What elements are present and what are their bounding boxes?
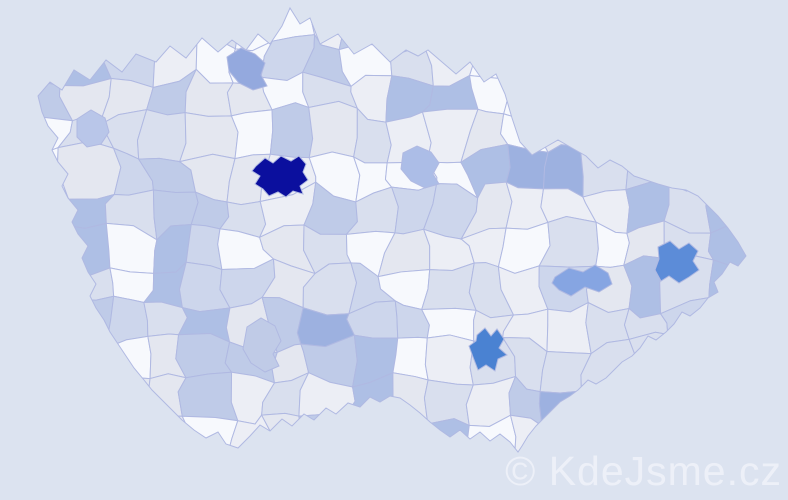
map-region[interactable]	[697, 296, 754, 355]
map-region[interactable]	[706, 144, 746, 195]
map-region[interactable]	[664, 146, 712, 192]
map-region[interactable]	[664, 110, 712, 159]
map-region[interactable]	[175, 333, 233, 379]
map-region[interactable]	[23, 193, 71, 231]
map-region-brno[interactable]	[468, 327, 508, 372]
map-region[interactable]	[706, 108, 758, 160]
map-region[interactable]	[178, 112, 239, 163]
map-region[interactable]	[621, 381, 674, 429]
map-region[interactable]	[585, 0, 636, 50]
map-region[interactable]	[18, 373, 83, 430]
map-region[interactable]	[700, 375, 745, 429]
map-region[interactable]	[625, 42, 678, 86]
map-region-mlada-boleslav[interactable]	[226, 47, 268, 91]
map-region[interactable]	[422, 0, 469, 47]
map-region[interactable]	[675, 70, 711, 125]
map-region[interactable]	[380, 416, 429, 466]
country-outline	[37, 6, 747, 453]
map-region[interactable]	[74, 373, 105, 418]
map-region[interactable]	[154, 0, 199, 36]
map-region[interactable]	[706, 72, 758, 114]
map-region[interactable]	[508, 0, 563, 48]
map-region[interactable]	[181, 415, 239, 467]
map-region[interactable]	[703, 38, 751, 80]
map-region[interactable]	[298, 413, 359, 464]
map-region[interactable]	[618, 105, 679, 148]
map-region[interactable]	[57, 267, 115, 301]
map-region[interactable]	[579, 105, 629, 153]
map-region[interactable]	[66, 295, 115, 349]
map-region[interactable]	[387, 372, 429, 425]
map-region[interactable]	[70, 335, 107, 391]
map-region[interactable]	[627, 0, 672, 50]
map-region[interactable]	[538, 390, 583, 428]
map-region[interactable]	[578, 415, 632, 456]
map-region[interactable]	[705, 183, 756, 234]
map-region-praha[interactable]	[251, 155, 309, 198]
map-region[interactable]	[65, 5, 114, 44]
map-region-olomouc[interactable]	[551, 264, 613, 297]
map-region[interactable]	[422, 418, 472, 467]
map-region[interactable]	[26, 0, 74, 45]
map-region[interactable]	[18, 409, 77, 459]
map-region[interactable]	[660, 381, 709, 429]
map-region[interactable]	[553, 0, 597, 47]
map-region[interactable]	[260, 412, 305, 466]
map-region[interactable]	[628, 331, 669, 392]
map-region[interactable]	[456, 0, 515, 48]
map-region[interactable]	[20, 31, 75, 87]
map-region[interactable]	[541, 416, 590, 461]
map-region[interactable]	[19, 265, 72, 306]
map-region[interactable]	[621, 414, 677, 463]
map-region[interactable]	[421, 262, 477, 311]
map-region[interactable]	[708, 259, 755, 310]
map-region[interactable]	[671, 414, 709, 463]
map-region[interactable]	[230, 109, 274, 160]
map-region[interactable]	[575, 386, 638, 429]
map-region[interactable]	[579, 143, 629, 198]
map-region[interactable]	[585, 43, 632, 86]
map-region[interactable]	[540, 38, 589, 79]
map-region[interactable]	[338, 0, 392, 51]
map-region[interactable]	[624, 73, 682, 125]
map-region[interactable]	[700, 417, 753, 460]
map-region[interactable]	[29, 222, 64, 273]
map-region[interactable]	[587, 72, 632, 126]
map-region[interactable]	[703, 0, 749, 45]
map-region[interactable]	[541, 72, 598, 126]
map-region-ceske-budejovice[interactable]	[242, 317, 282, 373]
map-region[interactable]	[618, 141, 670, 191]
map-region[interactable]	[466, 41, 515, 79]
map-region-karlovy-vary[interactable]	[76, 109, 110, 148]
map-region[interactable]	[698, 342, 755, 386]
map-region[interactable]	[22, 331, 76, 392]
map-region[interactable]	[509, 44, 556, 79]
map-region[interactable]	[505, 143, 549, 190]
map-region[interactable]	[308, 100, 358, 159]
map-region[interactable]	[98, 410, 156, 458]
map-region[interactable]	[379, 0, 427, 54]
map-region[interactable]	[56, 140, 122, 200]
map-region[interactable]	[424, 334, 475, 386]
map-region[interactable]	[61, 409, 105, 457]
map-region[interactable]	[657, 0, 707, 53]
map-region[interactable]	[103, 0, 158, 43]
map-region[interactable]	[657, 43, 713, 81]
map-region[interactable]	[103, 335, 152, 391]
map-region[interactable]	[269, 102, 314, 159]
map-region[interactable]	[229, 0, 278, 52]
map-region[interactable]	[345, 414, 389, 467]
map-region[interactable]	[136, 109, 187, 163]
map-region[interactable]	[177, 371, 239, 422]
map-region[interactable]	[661, 333, 707, 386]
map-region-ostrava[interactable]	[654, 240, 700, 284]
map-region[interactable]	[182, 2, 240, 50]
map-region[interactable]	[57, 222, 111, 276]
map-region-hradec-kralove[interactable]	[400, 145, 440, 189]
map-region[interactable]	[423, 379, 474, 427]
map-region[interactable]	[19, 297, 73, 337]
